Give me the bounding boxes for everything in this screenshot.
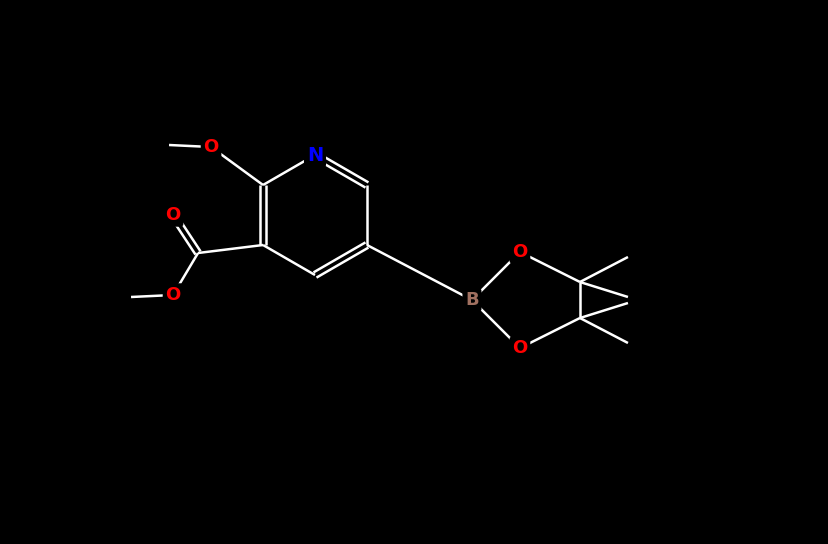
Text: O: O bbox=[203, 138, 219, 156]
Text: O: O bbox=[166, 206, 181, 224]
Text: N: N bbox=[306, 145, 323, 164]
Text: O: O bbox=[512, 243, 527, 261]
Text: B: B bbox=[465, 291, 479, 309]
Text: O: O bbox=[166, 286, 181, 304]
Text: O: O bbox=[512, 339, 527, 357]
